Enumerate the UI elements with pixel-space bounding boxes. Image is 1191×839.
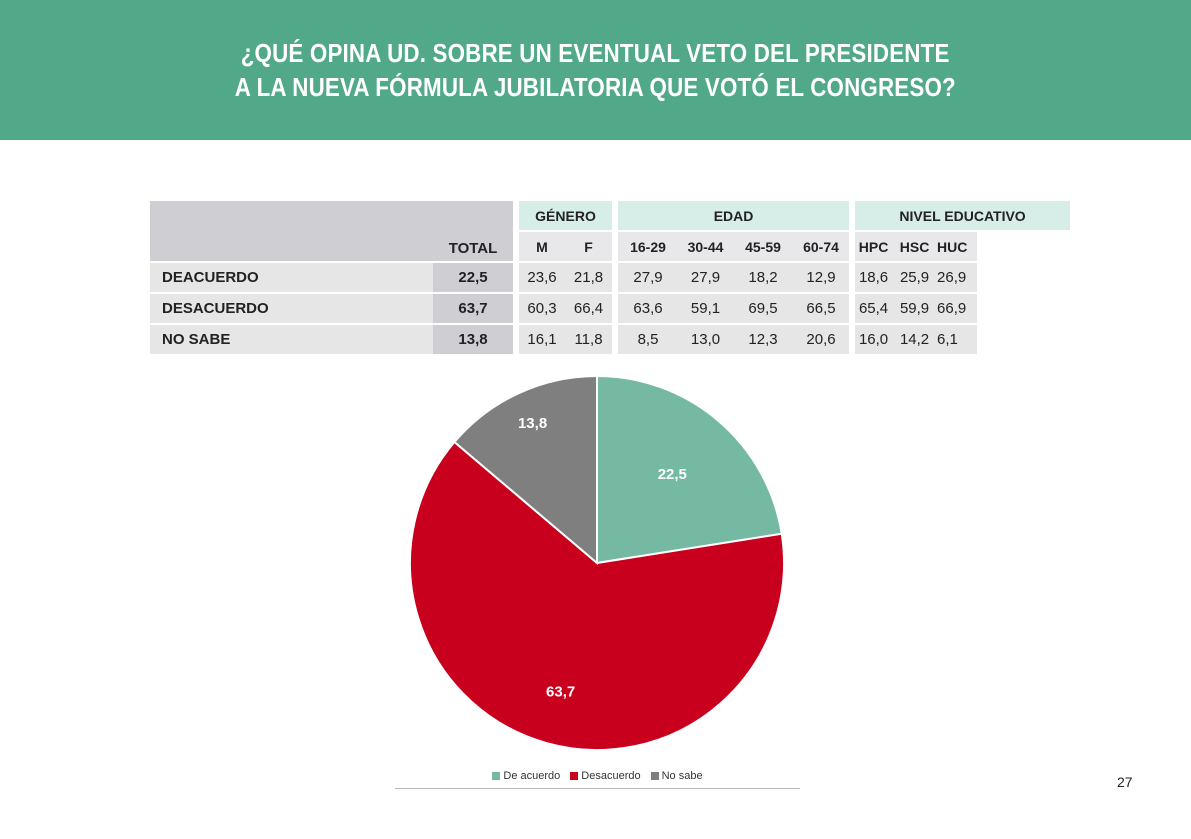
col-header-30-44: 30-44 [678,232,733,261]
value-cell: 23,6 [519,263,565,292]
value-cell: 18,2 [733,263,793,292]
value-cell: 8,5 [618,325,678,354]
total-cell: 63,7 [433,294,513,323]
legend-item: Desacuerdo [570,770,641,782]
table-row: DESACUERDO 63,7 60,3 66,4 63,6 59,1 69,5… [150,294,1070,323]
value-cell: 66,9 [937,294,978,323]
slice-desacuerdo [409,440,785,751]
value-cell: 27,9 [678,263,733,292]
value-cell: 65,4 [855,294,893,323]
value-cell: 12,9 [793,263,850,292]
legend-item: De acuerdo [492,770,560,782]
legend-item: No sabe [650,770,703,782]
value-cell: 14,2 [892,325,938,354]
total-cell: 13,8 [433,325,513,354]
value-cell: 66,5 [793,294,850,323]
crosstab-table: TOTAL GÉNERO EDAD NIVEL EDUCATIVO M F 16… [150,199,1071,356]
slice-no-sabe [453,374,598,566]
col-header-60-74: 60-74 [793,232,850,261]
value-cell: 59,9 [892,294,938,323]
value-cell: 12,3 [733,325,793,354]
group-edad: EDAD [618,201,850,230]
value-cell: 25,9 [892,263,938,292]
group-nivel-educativo: NIVEL EDUCATIVO [855,201,1071,230]
value-cell: 66,4 [565,294,612,323]
value-cell: 20,6 [793,325,850,354]
legend-swatch [492,772,501,780]
value-cell: 69,5 [733,294,793,323]
value-cell: 16,0 [855,325,893,354]
total-cell: 22,5 [433,263,513,292]
value-cell: 59,1 [678,294,733,323]
table-row: DEACUERDO 22,5 23,6 21,8 27,9 27,9 18,2 … [150,263,1070,292]
col-header-m: M [519,232,565,261]
slice-label: 22,5 [658,466,687,483]
pie-chart-svg: 22,5 63,7 13,8 [409,374,785,751]
group-header-row: TOTAL GÉNERO EDAD NIVEL EDUCATIVO [150,201,1071,261]
col-header-45-59: 45-59 [733,232,793,261]
legend-label: Desacuerdo [581,770,641,782]
title-banner: ¿QUÉ OPINA UD. SOBRE UN EVENTUAL VETO DE… [0,0,1191,140]
col-header-hsc: HSC [892,232,938,261]
slice-label: 13,8 [518,415,547,432]
row-label: NO SABE [150,325,433,354]
value-cell: 21,8 [565,263,612,292]
value-cell: 16,1 [519,325,565,354]
legend-label: De acuerdo [503,770,561,782]
col-header-huc: HUC [937,232,978,261]
col-header-hpc: HPC [855,232,893,261]
value-cell: 26,9 [937,263,978,292]
row-label: DEACUERDO [150,263,433,292]
value-cell: 11,8 [565,325,612,354]
title-line-2: A LA NUEVA FÓRMULA JUBILATORIA QUE VOTÓ … [234,72,957,102]
group-genero: GÉNERO [519,201,612,230]
slice-de-acuerdo [596,374,783,565]
pie-chart: 22,5 63,7 13,8 [400,370,800,760]
col-header-f: F [565,232,612,261]
legend-swatch [650,772,659,780]
value-cell: 6,1 [937,325,978,354]
chart-legend: De acuerdo Desacuerdo No sabe [395,764,800,789]
page-number: 27 [1117,774,1133,790]
row-label: DESACUERDO [150,294,433,323]
table-row: NO SABE 13,8 16,1 11,8 8,5 13,0 12,3 20,… [150,325,1070,354]
legend-swatch [570,772,579,780]
value-cell: 27,9 [618,263,678,292]
slice-label: 63,7 [546,684,575,701]
title-line-1: ¿QUÉ OPINA UD. SOBRE UN EVENTUAL VETO DE… [241,38,950,68]
legend-label: No sabe [661,770,703,782]
value-cell: 63,6 [618,294,678,323]
col-header-16-29: 16-29 [618,232,678,261]
value-cell: 60,3 [519,294,565,323]
header-empty-cell [150,201,433,261]
header-total: TOTAL [433,201,513,261]
column-header-row: M F 16-29 30-44 45-59 60-74 HPC HSC HUC [150,232,1070,261]
value-cell: 13,0 [678,325,733,354]
value-cell: 18,6 [855,263,893,292]
